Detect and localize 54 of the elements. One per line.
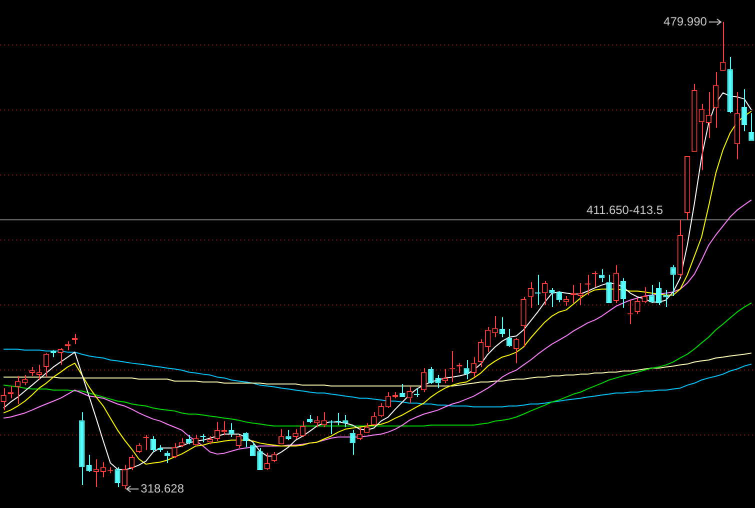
- candlestick: [485, 326, 491, 352]
- candlestick: [342, 414, 348, 428]
- candlestick: [286, 430, 292, 441]
- candlestick: [520, 296, 526, 348]
- candlestick: [122, 464, 128, 490]
- candlestick: [314, 416, 320, 428]
- candlestick: [592, 270, 598, 288]
- candlestick: [306, 414, 313, 424]
- candlestick: [677, 219, 684, 278]
- candlestick: [250, 442, 256, 456]
- candlestick: [172, 442, 178, 459]
- candlestick: [506, 328, 512, 348]
- candlestick: [186, 434, 192, 445]
- annotation: 318.628: [140, 481, 184, 496]
- ref-line-label: 411.650-413.5: [586, 203, 664, 218]
- candlestick: [692, 83, 698, 152]
- candlestick: [378, 402, 384, 418]
- candlestick: [606, 274, 612, 303]
- candlestick: [228, 422, 234, 438]
- candlestick: [128, 454, 135, 470]
- candlestick: [79, 412, 85, 486]
- candlestick: [428, 366, 434, 385]
- candlestick: [22, 374, 28, 386]
- candlestick: [43, 352, 50, 378]
- candlestick: [420, 368, 427, 393]
- candlestick: [470, 356, 477, 378]
- candlestick: [542, 280, 548, 306]
- candlestick: [464, 360, 470, 380]
- candlestick: [698, 103, 704, 171]
- candlestick: [36, 364, 42, 380]
- candlestick: [684, 156, 690, 220]
- candlestick: [478, 338, 484, 368]
- candlestick: [734, 92, 740, 160]
- candlestick: [321, 412, 327, 428]
- candlestick: [114, 466, 120, 488]
- candlestick: [613, 264, 619, 304]
- candlestick: [514, 338, 520, 364]
- candlestick: [150, 436, 156, 453]
- candlestick: [741, 88, 748, 132]
- candlestick: [350, 430, 356, 456]
- candlestick: [578, 282, 584, 306]
- candlestick: [257, 447, 263, 470]
- candlestick: [712, 72, 719, 128]
- candlestick: [727, 56, 733, 114]
- candlestick: [620, 278, 626, 308]
- candlestick: [242, 432, 249, 448]
- candlestick: [300, 420, 306, 438]
- annotation: 479.990: [664, 14, 708, 28]
- candlestick: [400, 384, 406, 398]
- candlestick: [236, 434, 242, 448]
- candlestick: [435, 374, 441, 389]
- candlestick: [29, 366, 35, 376]
- candlestick: [634, 298, 640, 314]
- candlestick: [86, 454, 92, 473]
